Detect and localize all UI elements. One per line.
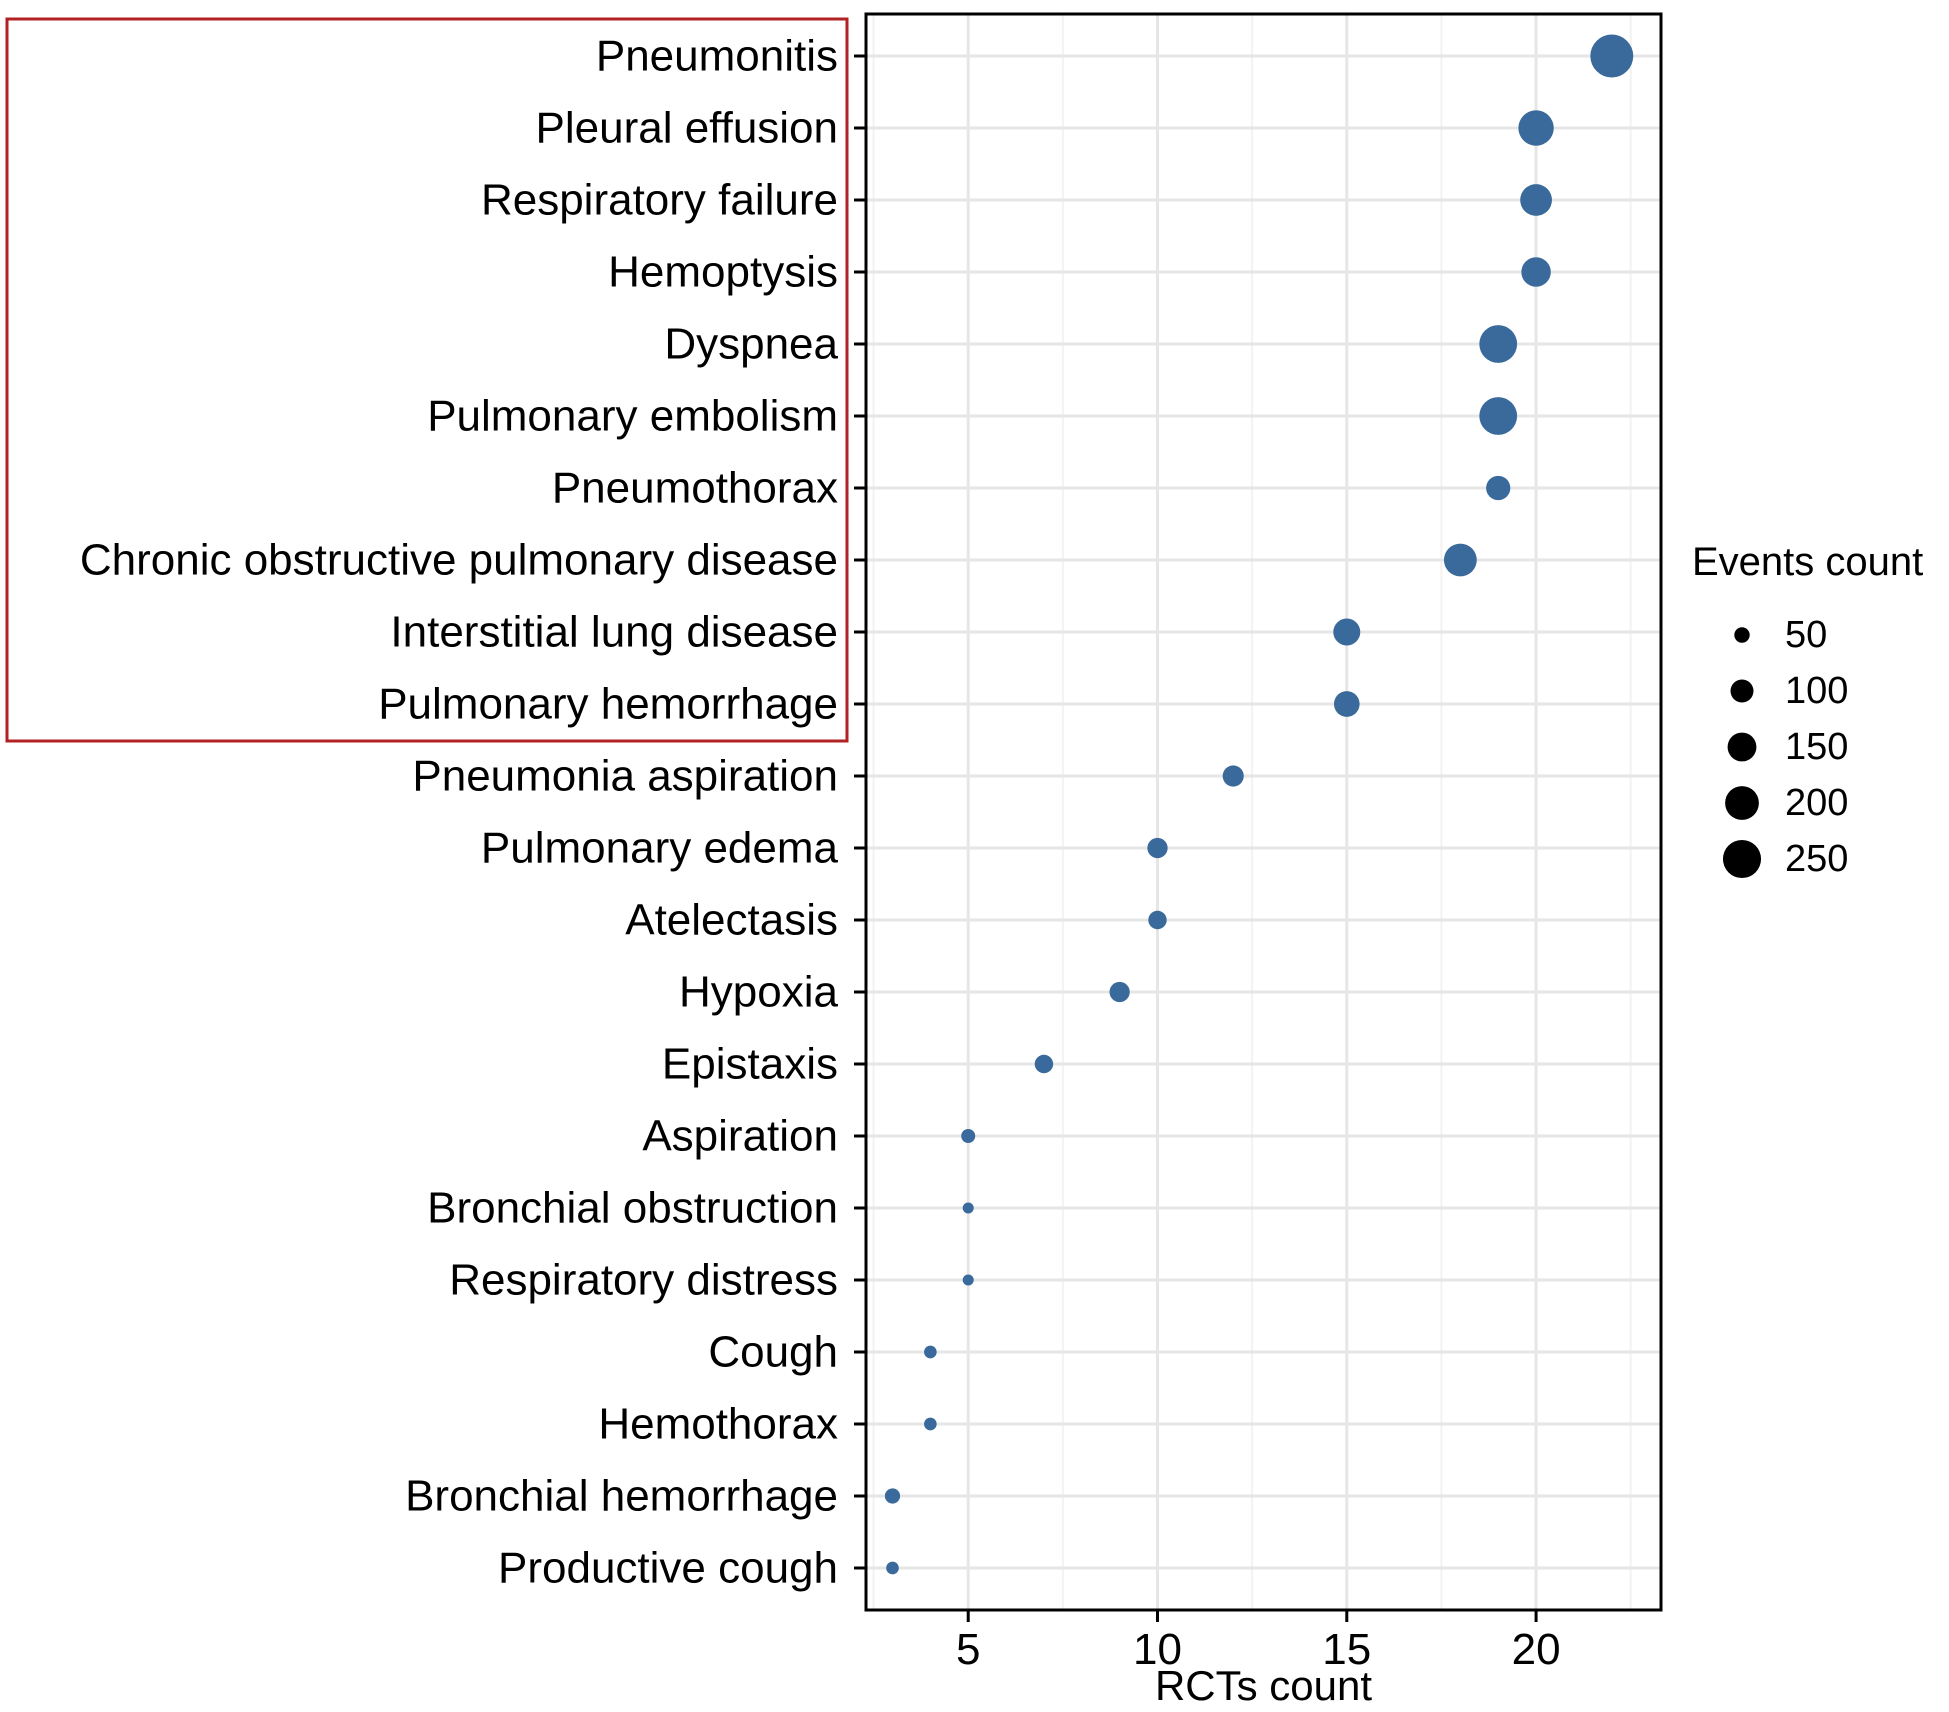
legend-size-label: 250: [1785, 838, 1848, 880]
data-point: [924, 1417, 937, 1431]
legend-size-marker: [1730, 679, 1754, 703]
legend-size-label: 150: [1785, 726, 1848, 768]
data-point: [961, 1129, 976, 1143]
x-tick-label: 5: [956, 1625, 980, 1674]
category-label: Dyspnea: [664, 320, 838, 369]
data-point: [1518, 110, 1554, 146]
x-tick-labels: 5 10 15 20: [956, 1625, 1561, 1674]
data-point: [1486, 475, 1511, 501]
category-label: Hypoxia: [679, 968, 838, 1017]
data-point: [1148, 910, 1167, 930]
legend-size-marker: [1727, 732, 1757, 762]
data-point: [1333, 618, 1361, 646]
category-label: Pulmonary edema: [481, 824, 839, 873]
category-label: Respiratory distress: [449, 1256, 838, 1305]
data-point: [1333, 691, 1360, 717]
data-point: [1520, 184, 1552, 216]
data-point: [886, 1561, 899, 1575]
category-labels: Pneumonitis Pleural effusion Respiratory f…: [80, 32, 839, 1593]
category-label: Atelectasis: [625, 896, 838, 945]
category-label: Pneumonia aspiration: [412, 752, 838, 801]
legend-size-label: 50: [1785, 614, 1827, 656]
data-point: [1521, 257, 1551, 287]
category-label: Cough: [708, 1328, 838, 1377]
legend-size-label: 200: [1785, 782, 1848, 824]
axes: [854, 12, 1663, 1622]
grid-lines: [866, 14, 1661, 1610]
legend-size-marker: [1734, 627, 1750, 643]
legend-title: Events count: [1692, 540, 1923, 584]
category-label: Epistaxis: [662, 1040, 838, 1089]
legend-size-marker: [1722, 839, 1762, 879]
category-label: Pulmonary hemorrhage: [378, 680, 838, 729]
category-label: Pneumothorax: [552, 464, 838, 513]
category-label: Pulmonary embolism: [427, 392, 838, 441]
data-point: [1443, 543, 1477, 577]
category-label: Pleural effusion: [536, 104, 839, 153]
plot-frame: [864, 12, 1663, 1612]
data-point: [1590, 34, 1634, 78]
category-label: Interstitial lung disease: [390, 608, 838, 657]
data-points: [884, 34, 1634, 1575]
x-tick-label: 15: [1322, 1625, 1371, 1674]
legend-size-label: 100: [1785, 670, 1848, 712]
data-point: [884, 1488, 901, 1504]
category-label: Aspiration: [642, 1112, 838, 1161]
data-point: [962, 1202, 974, 1214]
data-point: [1147, 837, 1168, 859]
category-label: Bronchial hemorrhage: [405, 1472, 838, 1521]
data-point: [1034, 1054, 1054, 1074]
category-label: Pneumonitis: [596, 32, 838, 81]
highlight-box: [5, 17, 849, 743]
category-label: Respiratory failure: [481, 176, 838, 225]
x-tick-label: 20: [1512, 1625, 1561, 1674]
size-legend: Events count 50 100 150 200 250: [1692, 540, 1923, 880]
data-point: [1479, 325, 1518, 363]
data-point: [962, 1274, 974, 1286]
data-point: [1479, 397, 1518, 435]
legend-size-marker: [1725, 786, 1759, 820]
data-point: [1109, 981, 1130, 1003]
category-label: Hemoptysis: [608, 248, 838, 297]
data-point: [924, 1345, 937, 1359]
category-label: Chronic obstructive pulmonary disease: [80, 536, 838, 585]
category-label: Bronchial obstruction: [427, 1184, 838, 1233]
x-axis-title: RCTs count: [1155, 1662, 1372, 1709]
category-label: Hemothorax: [598, 1400, 838, 1449]
x-tick-label: 10: [1133, 1625, 1182, 1674]
data-point: [1222, 765, 1244, 787]
category-label: Productive cough: [498, 1544, 838, 1593]
